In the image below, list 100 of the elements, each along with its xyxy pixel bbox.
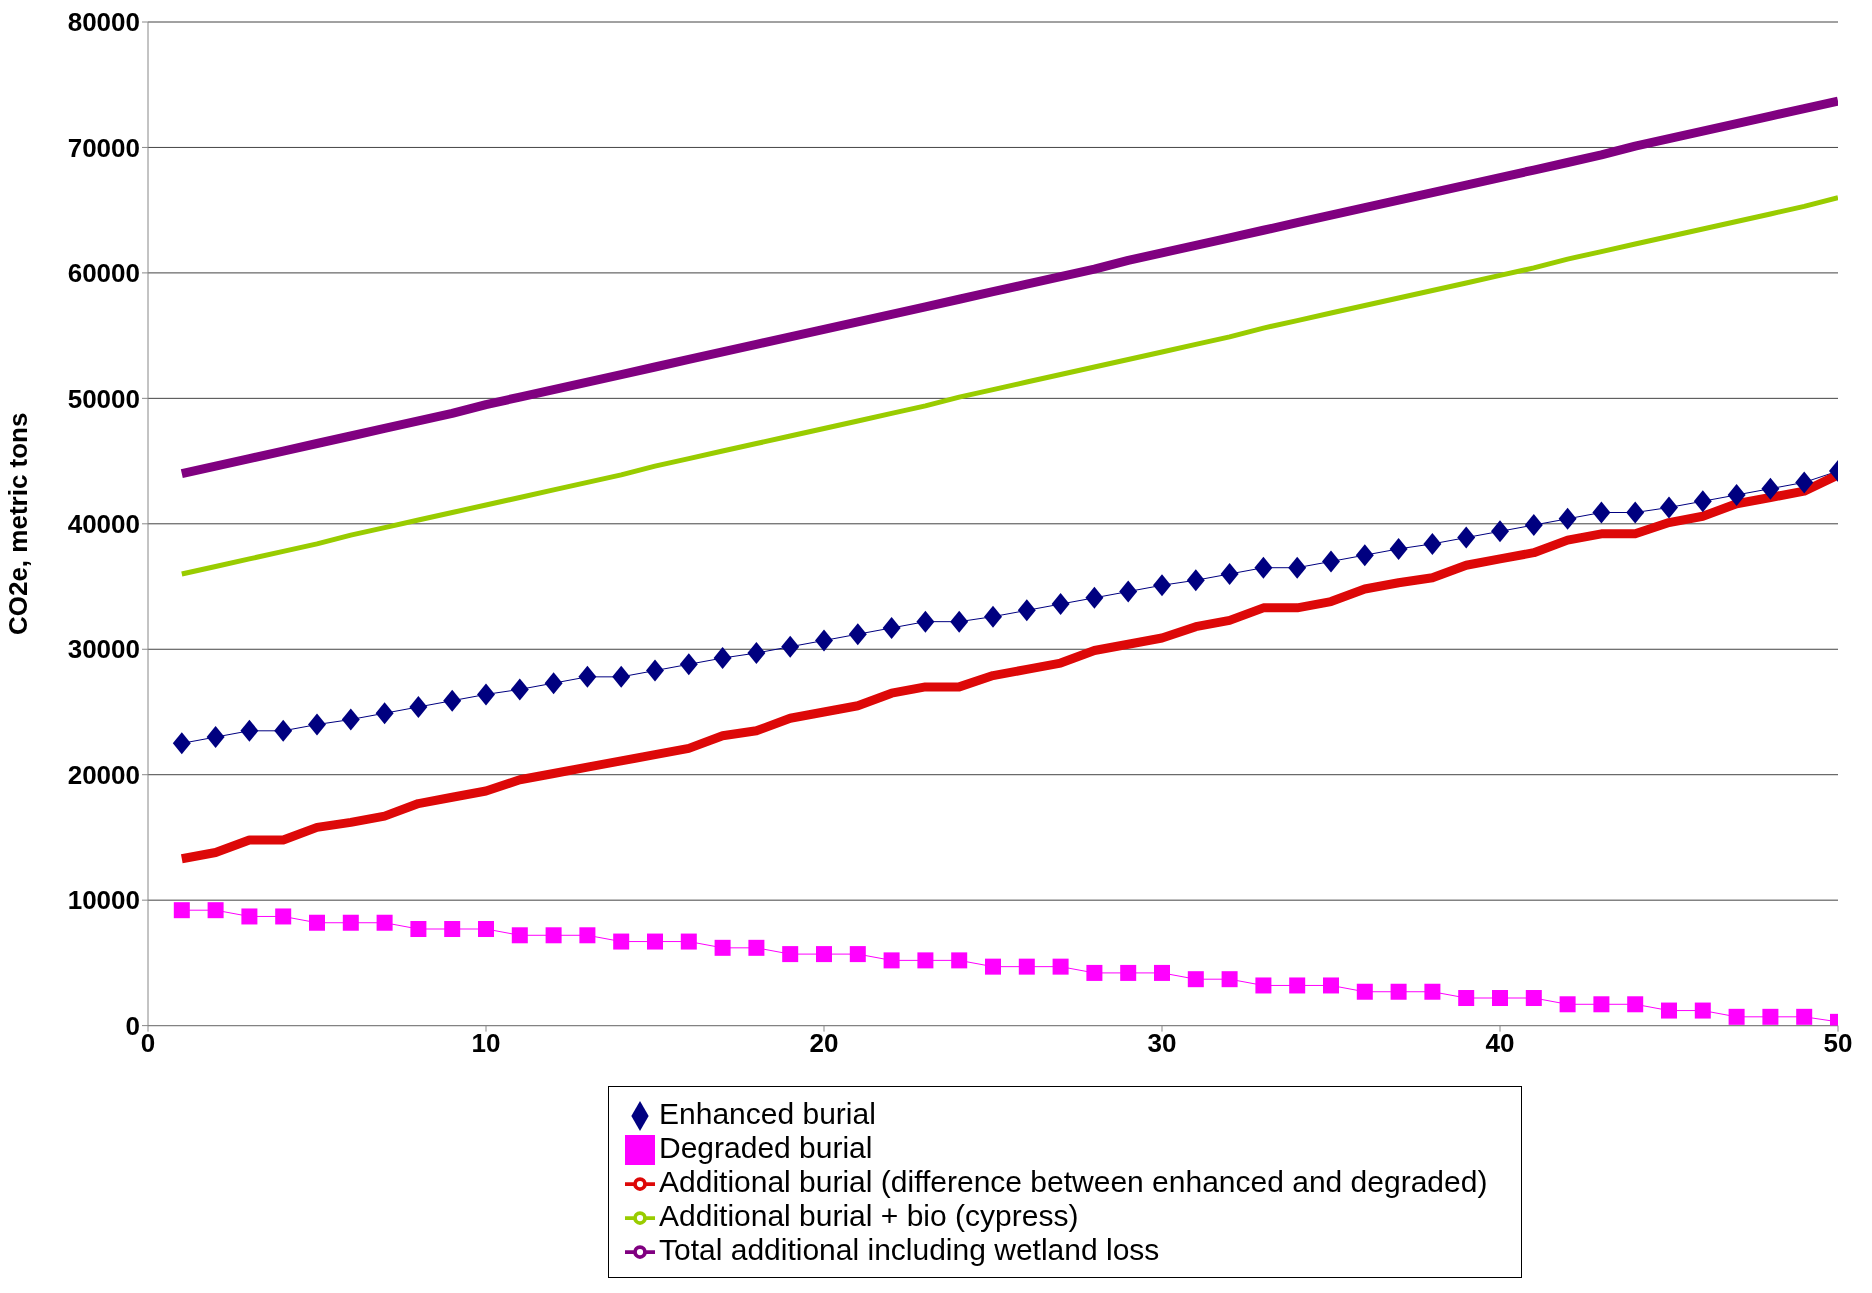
point [1558, 507, 1577, 530]
point [714, 939, 731, 956]
point [815, 629, 833, 652]
point [511, 927, 528, 944]
point [1762, 1008, 1779, 1025]
point [443, 689, 462, 712]
point [1727, 483, 1746, 506]
point [1356, 983, 1373, 1000]
x-tick-label: 20 [809, 1028, 839, 1059]
point [1693, 490, 1712, 513]
point [612, 665, 631, 688]
point [883, 952, 900, 969]
point [816, 946, 832, 963]
point [478, 921, 494, 938]
point [1795, 471, 1814, 494]
point [1524, 514, 1543, 537]
point [1593, 996, 1610, 1013]
point [1119, 580, 1138, 603]
point [951, 952, 968, 969]
y-tick-label: 40000 [67, 509, 140, 540]
point [1626, 501, 1645, 524]
point [1221, 971, 1238, 988]
point [341, 708, 360, 731]
point [1592, 501, 1611, 524]
point [1660, 496, 1678, 519]
point [1492, 990, 1508, 1007]
point [679, 653, 698, 676]
point [848, 623, 867, 646]
x-tick-label: 50 [1823, 1028, 1853, 1059]
point [916, 610, 935, 633]
point [781, 635, 800, 658]
point [1086, 964, 1103, 981]
point [240, 719, 259, 742]
point [172, 732, 191, 755]
point [1491, 520, 1509, 543]
point [410, 921, 427, 938]
point [1525, 990, 1542, 1007]
point [275, 908, 292, 925]
y-tick-label: 50000 [67, 383, 140, 414]
point [1154, 964, 1170, 981]
point [1289, 977, 1306, 994]
point [1255, 977, 1272, 994]
point [1052, 958, 1069, 975]
point [646, 659, 664, 682]
point [545, 927, 562, 944]
point [274, 719, 293, 742]
point [444, 921, 461, 938]
point [647, 933, 663, 950]
point [1694, 1002, 1711, 1019]
point [1355, 544, 1374, 567]
point [1423, 532, 1442, 555]
point [409, 695, 428, 718]
point [1728, 1008, 1745, 1025]
point [1323, 977, 1339, 994]
y-tick-label: 10000 [67, 885, 140, 916]
point [510, 678, 529, 701]
point [544, 672, 563, 695]
point [882, 616, 901, 639]
point [984, 605, 1002, 628]
point [747, 642, 766, 665]
point [376, 914, 393, 931]
point [917, 952, 934, 969]
legend-label: Degraded burial [659, 1130, 873, 1164]
point [950, 610, 969, 633]
point [613, 933, 630, 950]
point [1288, 556, 1307, 579]
point [713, 647, 732, 670]
point [1254, 556, 1273, 579]
point [782, 946, 799, 963]
point [578, 665, 597, 688]
y-tick-label: 80000 [67, 7, 140, 38]
point [1051, 593, 1070, 616]
point [579, 927, 596, 944]
y-tick-label: 30000 [67, 634, 140, 665]
point [849, 946, 866, 963]
point [1187, 971, 1204, 988]
point [173, 902, 190, 919]
legend-label: Enhanced burial [659, 1096, 876, 1130]
y-tick-label: 20000 [67, 759, 140, 790]
x-tick-label: 30 [1147, 1028, 1177, 1059]
point [477, 683, 495, 706]
point [207, 902, 224, 919]
point [1120, 964, 1137, 981]
point [1627, 996, 1644, 1013]
point [1559, 996, 1576, 1013]
point [680, 933, 697, 950]
x-tick-label: 10 [471, 1028, 501, 1059]
y-axis-title: CO2e, metric tons [3, 412, 34, 636]
point [1457, 526, 1476, 549]
point [1424, 983, 1441, 1000]
point [1085, 586, 1104, 609]
point [308, 713, 326, 736]
point [1018, 958, 1035, 975]
point [1220, 562, 1239, 585]
legend-label: Additional burial (difference between enhanced and degraded) [659, 1164, 1488, 1198]
point [342, 914, 359, 931]
point [1796, 1008, 1813, 1025]
point [1390, 983, 1407, 1000]
x-tick-label: 40 [1485, 1028, 1515, 1059]
point [206, 726, 225, 749]
